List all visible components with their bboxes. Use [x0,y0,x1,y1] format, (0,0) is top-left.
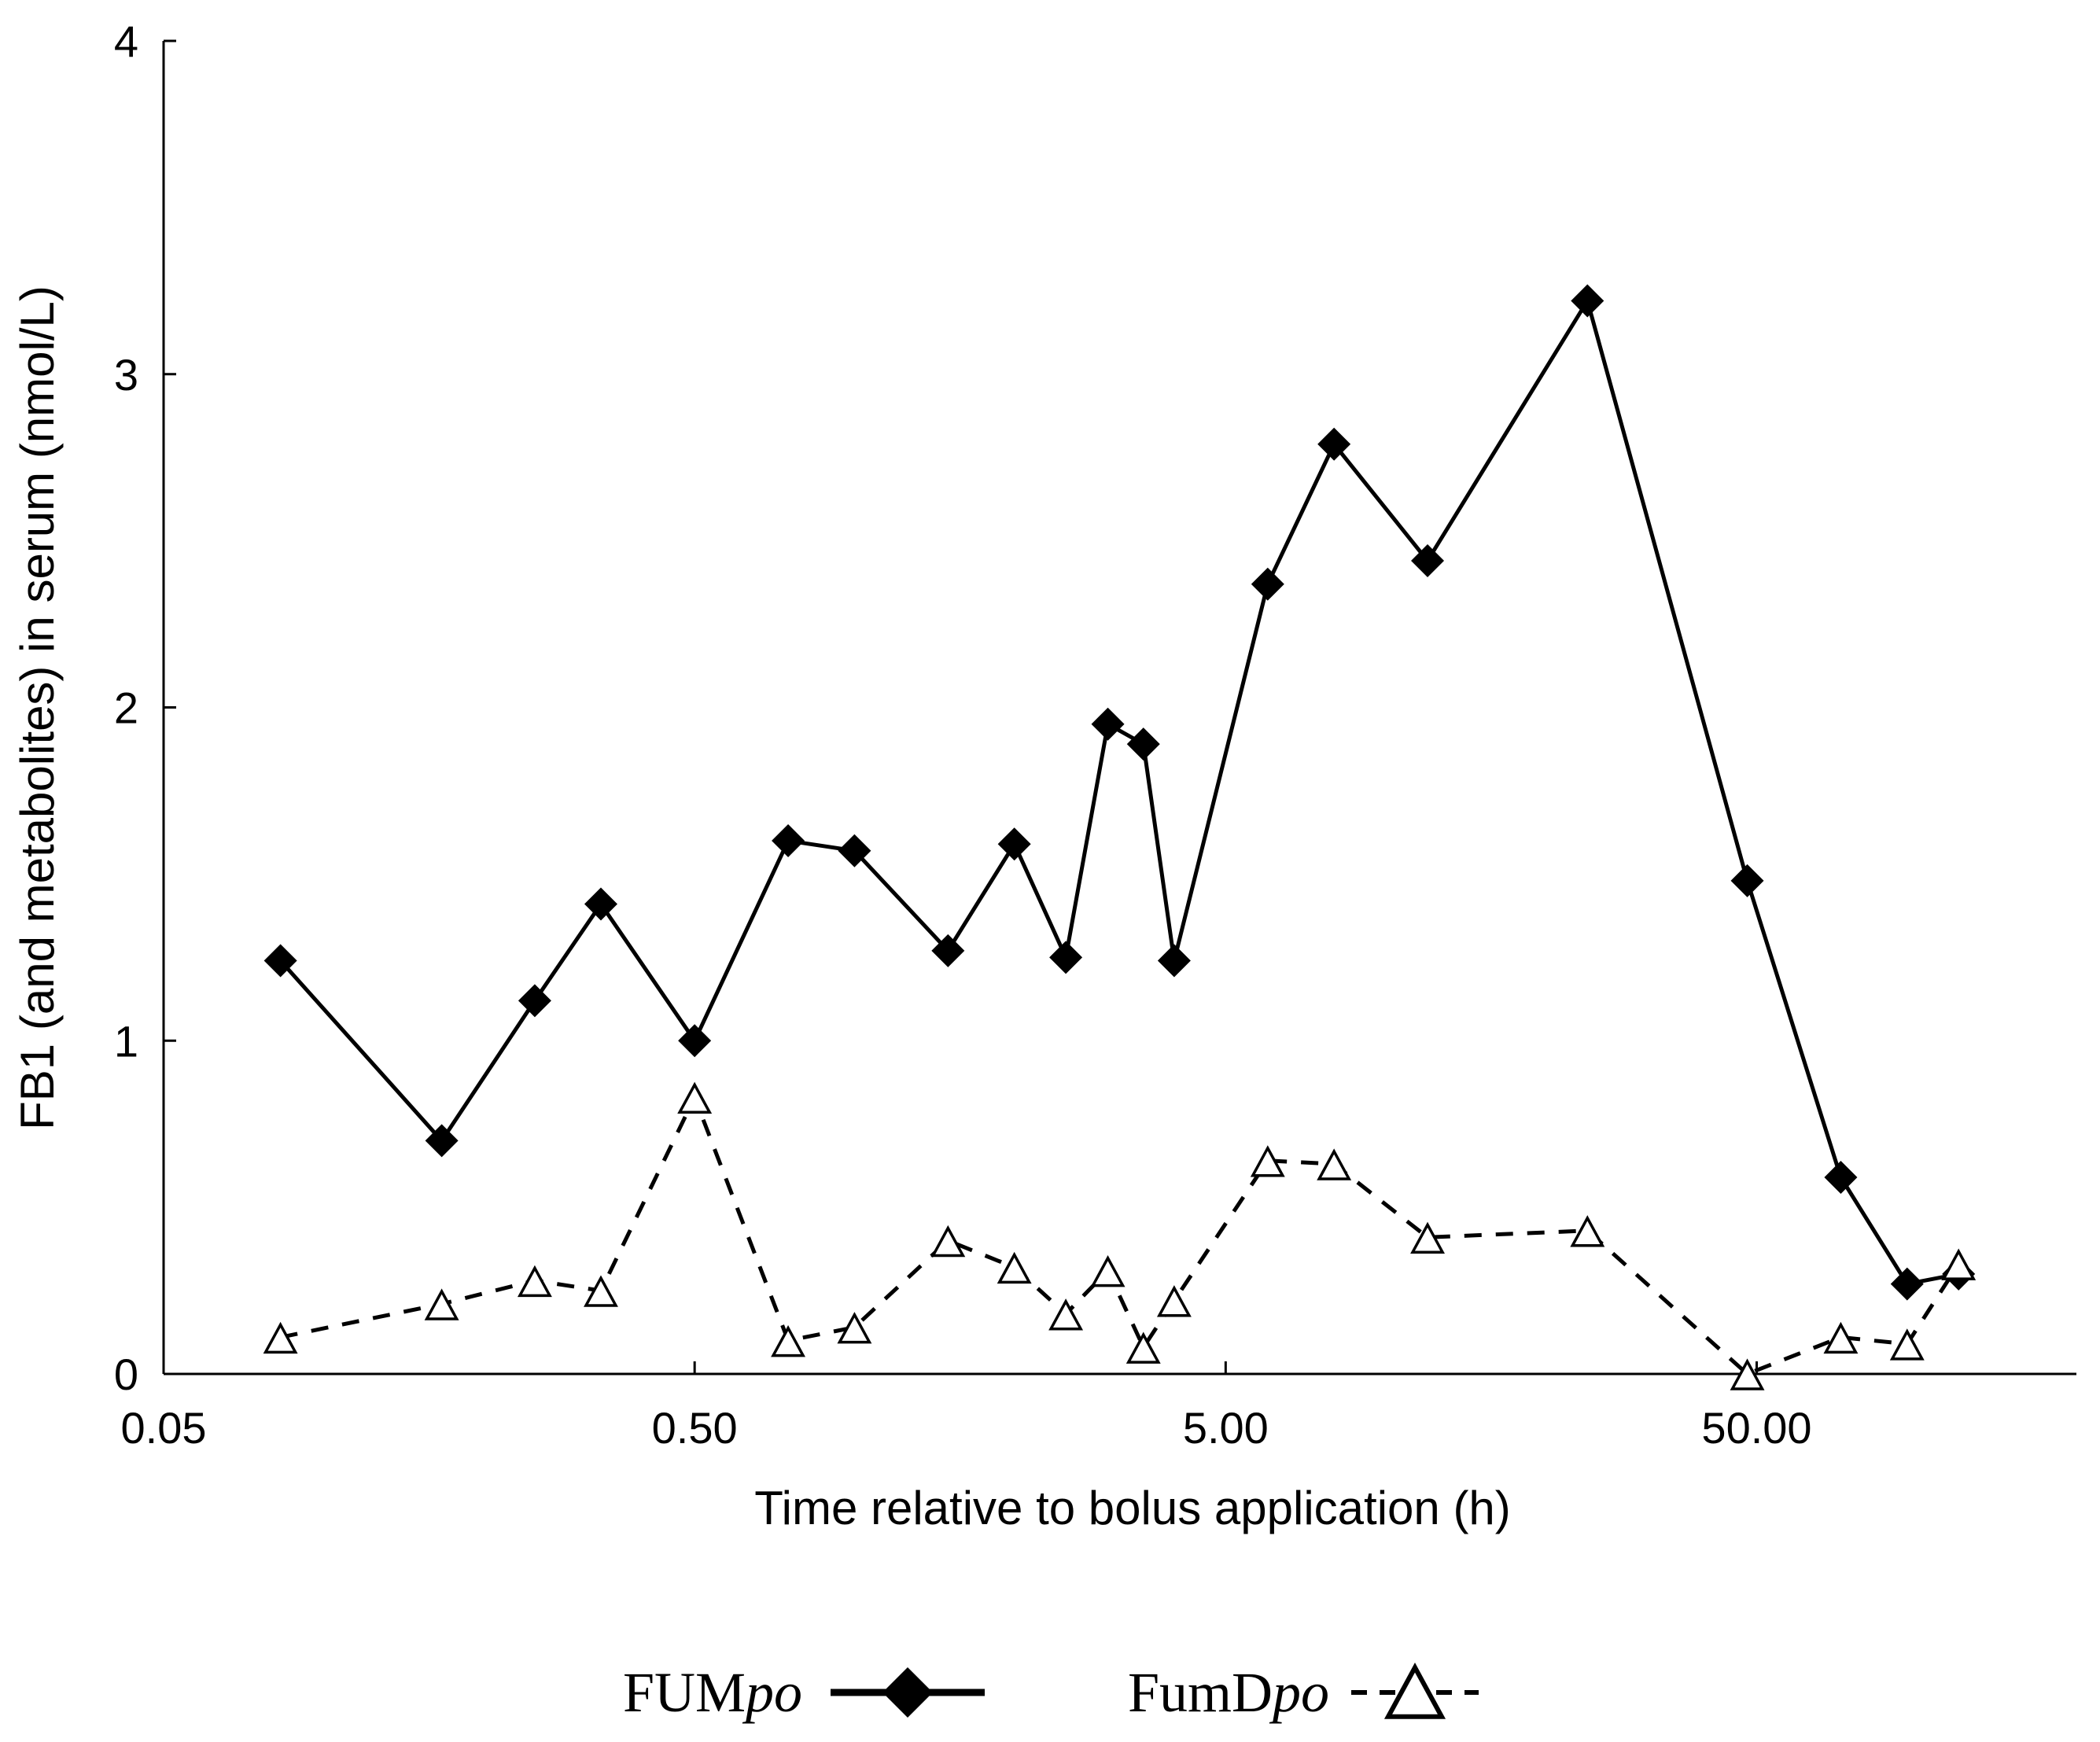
data-point-fumd [1941,1248,1977,1280]
legend-label: FumDpo [1128,1661,1329,1724]
data-point-fumd [584,1275,618,1307]
x-tick-label: 0.50 [652,1403,738,1453]
x-axis-title: Time relative to bolus application (h) [754,1482,1511,1534]
data-point-fumd [837,1312,872,1344]
data-point-fumd [263,1321,298,1354]
data-point-fumd [1823,1321,1859,1354]
series-fumd [263,1081,1977,1390]
x-tick-label: 5.00 [1183,1403,1269,1453]
data-point-fum [263,944,297,978]
legend-marker [1383,1663,1446,1719]
data-point-fum [518,984,551,1018]
y-tick-label: 4 [114,17,138,66]
data-point-fum [1411,544,1445,578]
data-point-fumd [1889,1328,1925,1361]
data-point-fumd [771,1325,806,1357]
data-point-fum [1730,864,1764,897]
data-point-fum [772,824,805,857]
data-point-fum [838,834,871,867]
data-point-fumd [930,1225,966,1258]
data-point-fumd [997,1251,1032,1284]
series-line-fumd [280,1095,1961,1376]
y-tick-label: 3 [114,350,138,400]
legend-series-name: FumD [1128,1661,1273,1724]
legend-label: FUMpo [623,1661,802,1724]
data-point-fum [1126,727,1160,761]
data-point-fum [1571,284,1604,318]
data-point-fumd [1317,1148,1352,1180]
y-axis-title: FB1 (and metabolites) in serum (nmol/L) [11,285,64,1130]
data-point-fumd [1048,1298,1084,1331]
data-point-fumd [424,1288,459,1320]
data-point-fum [1091,707,1125,741]
y-tick-label: 2 [114,683,138,733]
data-point-fum [997,827,1031,861]
data-point-fumd [1570,1215,1605,1247]
data-point-fumd [1156,1285,1192,1317]
data-point-fum [678,1024,712,1058]
data-point-fum [584,887,617,921]
series-line-fum [278,299,1959,1287]
data-point-fum [1251,567,1284,601]
data-point-fumd [517,1265,552,1298]
legend-series-suffix: po [1269,1661,1329,1724]
data-point-fumd [677,1081,713,1114]
legend-item-fumd: FumDpo [1128,1661,1479,1724]
legend: FUMpo FumDpo [623,1661,1479,1724]
series-layer [263,284,1977,1390]
x-tick-label: 0.05 [121,1403,207,1453]
data-point-fumd [1126,1331,1161,1364]
data-point-fum [425,1124,459,1158]
data-point-fumd [1250,1145,1285,1177]
legend-item-fum: FUMpo [623,1661,985,1724]
data-point-fum [1890,1267,1924,1301]
series-fum [263,284,1976,1301]
legend-marker [882,1667,933,1718]
data-point-fumd [1410,1221,1445,1254]
data-point-fum [931,934,965,967]
y-tick-label: 0 [114,1350,138,1399]
axes: 0 1 2 3 4 0.05 0.50 5.00 50.00 [114,17,2076,1453]
data-point-fum [1824,1160,1858,1194]
legend-series-suffix: po [742,1661,802,1724]
data-point-fumd [1090,1255,1126,1287]
data-point-fum [1317,427,1351,461]
data-point-fum [1157,944,1191,978]
x-tick-label: 50.00 [1701,1403,1811,1453]
data-point-fumd [1730,1358,1765,1390]
y-tick-label: 1 [114,1016,138,1066]
legend-series-name: FUM [623,1661,746,1724]
data-point-fum [1049,941,1083,974]
